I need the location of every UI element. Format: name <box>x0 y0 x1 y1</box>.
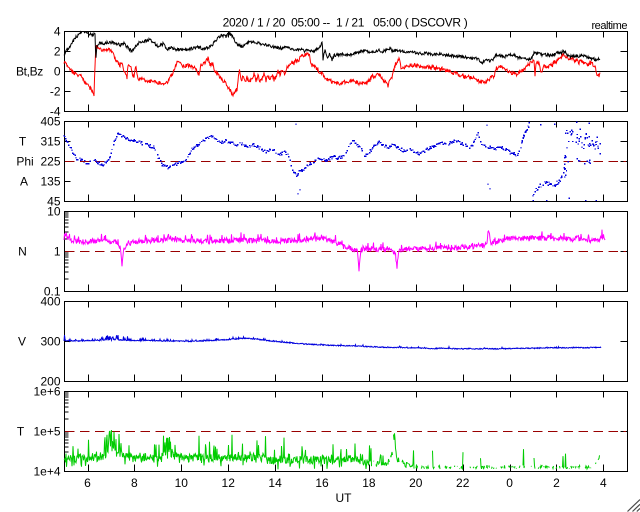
svg-text:400: 400 <box>40 295 60 309</box>
svg-text:N: N <box>18 245 27 259</box>
svg-text:20: 20 <box>409 476 423 490</box>
svg-text:2020 / 1 / 20 05:00 -- 1 / 2: 2020 / 1 / 20 05:00 -- 1 / 21 05:00 ( DS… <box>223 16 468 30</box>
svg-text:0.1: 0.1 <box>44 285 61 299</box>
svg-text:405: 405 <box>40 115 60 129</box>
svg-text:10: 10 <box>47 205 61 219</box>
svg-text:A: A <box>20 175 28 189</box>
svg-text:135: 135 <box>40 175 60 189</box>
svg-text:1e+4: 1e+4 <box>33 465 60 479</box>
svg-text:0: 0 <box>54 65 61 79</box>
svg-text:10: 10 <box>175 476 189 490</box>
svg-text:UT: UT <box>336 491 353 505</box>
svg-text:200: 200 <box>40 375 60 389</box>
svg-text:2: 2 <box>553 476 560 490</box>
svg-text:4: 4 <box>600 476 607 490</box>
svg-text:0: 0 <box>506 476 513 490</box>
svg-text:18: 18 <box>362 476 376 490</box>
svg-text:V: V <box>18 335 26 349</box>
svg-text:-4: -4 <box>50 105 61 119</box>
svg-text:16: 16 <box>315 476 329 490</box>
svg-text:T: T <box>19 135 27 149</box>
svg-text:Phi: Phi <box>16 155 33 169</box>
svg-text:12: 12 <box>222 476 236 490</box>
svg-text:1e+6: 1e+6 <box>33 385 60 399</box>
svg-text:225: 225 <box>40 155 60 169</box>
svg-text:4: 4 <box>54 25 61 39</box>
svg-text:315: 315 <box>40 135 60 149</box>
svg-text:2: 2 <box>54 45 61 59</box>
svg-text:6: 6 <box>84 476 91 490</box>
svg-text:-2: -2 <box>50 85 61 99</box>
svg-text:realtime: realtime <box>591 20 627 32</box>
svg-text:22: 22 <box>456 476 470 490</box>
svg-text:Bt,Bz: Bt,Bz <box>16 65 43 79</box>
svg-text:1: 1 <box>54 245 61 259</box>
svg-text:8: 8 <box>131 476 138 490</box>
svg-text:300: 300 <box>40 335 60 349</box>
svg-text:1e+5: 1e+5 <box>33 425 60 439</box>
svg-text:45: 45 <box>47 195 61 209</box>
svg-text:14: 14 <box>268 476 282 490</box>
svg-text:T: T <box>17 425 25 439</box>
